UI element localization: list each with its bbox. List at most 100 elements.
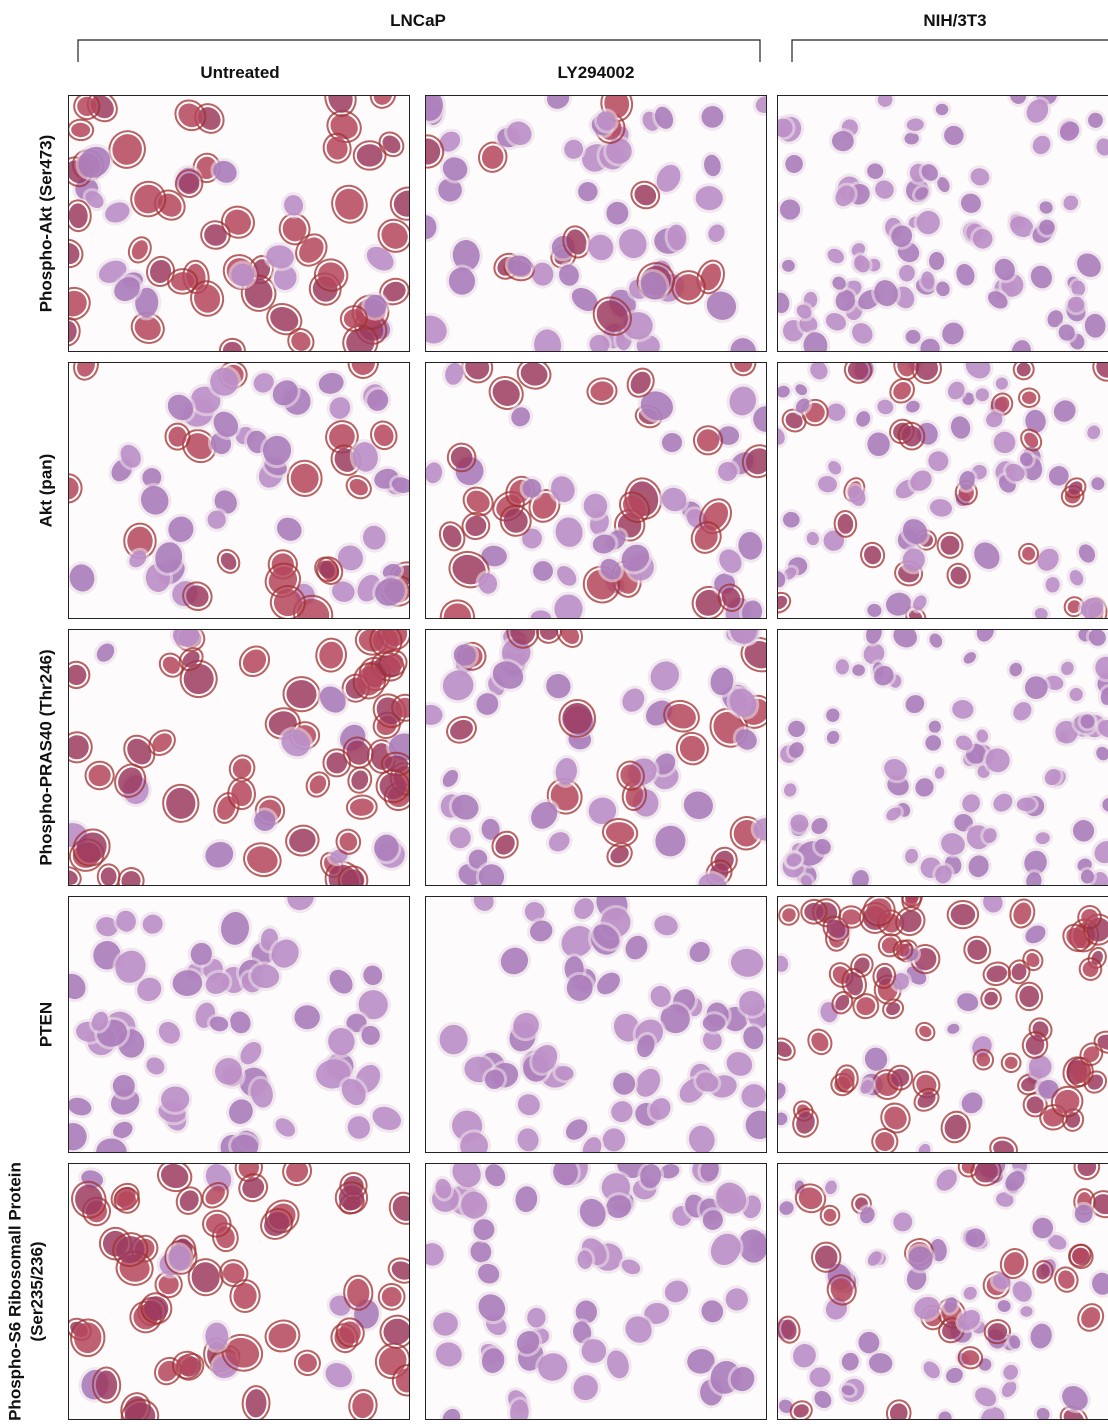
nucleus xyxy=(442,670,474,701)
cell-halo xyxy=(741,444,767,479)
nucleus xyxy=(664,1280,689,1303)
nucleus xyxy=(114,277,140,302)
nucleus xyxy=(918,1143,931,1153)
cell-halo xyxy=(833,510,858,538)
nucleus xyxy=(620,764,641,787)
nucleus xyxy=(987,1323,1008,1341)
nucleus xyxy=(984,991,998,1006)
nucleus xyxy=(1016,797,1036,812)
nucleus xyxy=(815,839,831,855)
nucleus xyxy=(777,118,793,138)
nucleus xyxy=(366,246,394,271)
micrograph xyxy=(425,362,767,619)
nucleus xyxy=(936,281,950,297)
column-label: LY294002 xyxy=(558,63,635,82)
nucleus xyxy=(461,1191,488,1219)
nucleus xyxy=(796,304,812,319)
nucleus xyxy=(864,545,882,565)
cell-halo xyxy=(1078,957,1103,981)
cell-halo xyxy=(972,1048,995,1071)
cells xyxy=(68,1163,410,1420)
nucleus xyxy=(721,587,741,608)
cell-halo xyxy=(334,1181,369,1215)
nucleus xyxy=(328,95,353,113)
nucleus xyxy=(339,1321,361,1344)
nucleus xyxy=(875,180,894,199)
nucleus xyxy=(551,476,575,503)
nucleus xyxy=(1071,280,1086,297)
cell-halo xyxy=(238,1173,269,1203)
nucleus xyxy=(381,222,408,249)
nucleus xyxy=(178,173,200,194)
nucleus xyxy=(656,164,681,192)
nucleus xyxy=(1058,1270,1075,1289)
nucleus xyxy=(1083,1046,1100,1063)
cell-halo xyxy=(264,1319,301,1353)
nucleus xyxy=(242,1177,265,1199)
nucleus xyxy=(994,258,1015,281)
cell-halo xyxy=(895,906,926,937)
cell-halo xyxy=(915,1021,936,1042)
nucleus xyxy=(213,411,239,437)
nucleus xyxy=(328,1027,355,1056)
nucleus xyxy=(649,1098,671,1120)
cell-halo xyxy=(190,280,225,317)
nucleus xyxy=(134,184,163,214)
nucleus xyxy=(906,118,924,132)
nucleus xyxy=(332,581,355,602)
nucleus xyxy=(186,585,209,608)
nucleus xyxy=(986,411,1003,428)
nucleus xyxy=(476,693,499,715)
cell-halo xyxy=(68,286,91,321)
nucleus xyxy=(395,697,410,718)
cell-halo xyxy=(692,425,724,456)
cell-halo xyxy=(807,1028,833,1056)
nucleus xyxy=(175,1354,198,1376)
nucleus xyxy=(809,1367,831,1388)
cell-halo xyxy=(671,270,706,305)
nucleus xyxy=(726,1052,753,1076)
cell-halo xyxy=(201,1182,229,1209)
nucleus xyxy=(361,1025,380,1045)
nucleus xyxy=(830,1278,853,1302)
cell-halo xyxy=(295,233,328,267)
cell-halo xyxy=(885,1399,912,1420)
nucleus xyxy=(341,1078,366,1106)
nucleus xyxy=(613,1072,636,1095)
nucleus xyxy=(679,735,705,762)
nucleus xyxy=(1069,570,1084,586)
nucleus xyxy=(172,970,203,996)
cell-halo xyxy=(556,629,584,648)
cell-halo xyxy=(1015,981,1044,1012)
nucleus xyxy=(425,704,443,725)
nucleus xyxy=(950,566,967,585)
cell-halo xyxy=(880,1102,911,1134)
nucleus xyxy=(1035,832,1050,845)
nucleus xyxy=(317,262,345,288)
nucleus xyxy=(986,965,1008,983)
nucleus xyxy=(465,515,487,537)
nucleus xyxy=(923,1361,940,1379)
nucleus xyxy=(777,570,786,588)
nucleus xyxy=(841,1385,855,1396)
nucleus xyxy=(435,1342,462,1367)
cell-halo xyxy=(68,316,81,347)
nucleus xyxy=(118,767,143,794)
cell-halo xyxy=(164,422,191,451)
nucleus xyxy=(929,499,952,517)
nucleus xyxy=(224,209,251,235)
nucleus xyxy=(381,1286,402,1307)
nucleus xyxy=(363,525,386,550)
nucleus xyxy=(725,1288,748,1311)
row-label: PTEN xyxy=(36,1002,55,1047)
nucleus xyxy=(832,966,850,984)
nucleus xyxy=(783,511,800,528)
nucleus xyxy=(135,287,159,318)
nucleus xyxy=(1004,1056,1018,1070)
nucleus xyxy=(1088,629,1106,646)
nucleus xyxy=(976,1052,991,1067)
cell-halo xyxy=(130,180,167,218)
nucleus xyxy=(1077,253,1101,277)
cell-halo xyxy=(293,1349,321,1377)
